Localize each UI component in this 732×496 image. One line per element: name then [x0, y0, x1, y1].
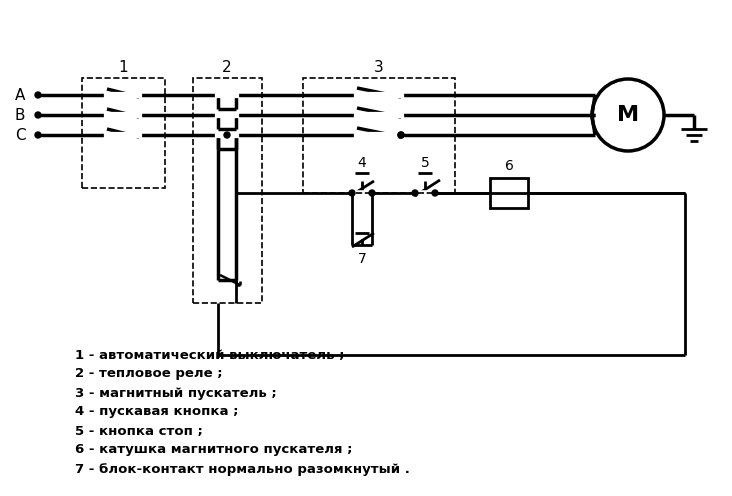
Circle shape — [432, 190, 438, 196]
Text: 5 - кнопка стоп ;: 5 - кнопка стоп ; — [75, 425, 203, 437]
Circle shape — [398, 132, 404, 138]
Text: 7 - блок-контакт нормально разомкнутый .: 7 - блок-контакт нормально разомкнутый . — [75, 462, 410, 476]
Bar — [82, 78, 165, 188]
Circle shape — [398, 132, 404, 138]
Circle shape — [35, 132, 41, 138]
Text: 1: 1 — [118, 61, 128, 75]
Circle shape — [35, 92, 41, 98]
Bar — [490, 178, 528, 208]
Text: 3: 3 — [374, 61, 384, 75]
Text: A: A — [15, 87, 25, 103]
Text: 2: 2 — [223, 61, 232, 75]
Text: C: C — [15, 127, 26, 142]
Bar — [303, 78, 455, 193]
Bar — [193, 78, 262, 303]
Text: 7: 7 — [358, 252, 367, 266]
Text: 1 - автоматический выключатель ;: 1 - автоматический выключатель ; — [75, 349, 345, 362]
Text: 6 - катушка магнитного пускателя ;: 6 - катушка магнитного пускателя ; — [75, 443, 353, 456]
Text: 5: 5 — [421, 156, 430, 170]
Circle shape — [369, 190, 375, 196]
Text: 6: 6 — [504, 159, 513, 173]
Text: 2 - тепловое реле ;: 2 - тепловое реле ; — [75, 368, 223, 380]
Circle shape — [224, 132, 230, 138]
Circle shape — [35, 112, 41, 118]
Text: M: M — [617, 105, 639, 125]
Text: 4 - пускавая кнопка ;: 4 - пускавая кнопка ; — [75, 406, 239, 419]
Text: 4: 4 — [358, 156, 367, 170]
Circle shape — [349, 190, 355, 196]
Text: 3 - магнитный пускатель ;: 3 - магнитный пускатель ; — [75, 386, 277, 399]
Text: B: B — [15, 108, 25, 123]
Circle shape — [412, 190, 418, 196]
